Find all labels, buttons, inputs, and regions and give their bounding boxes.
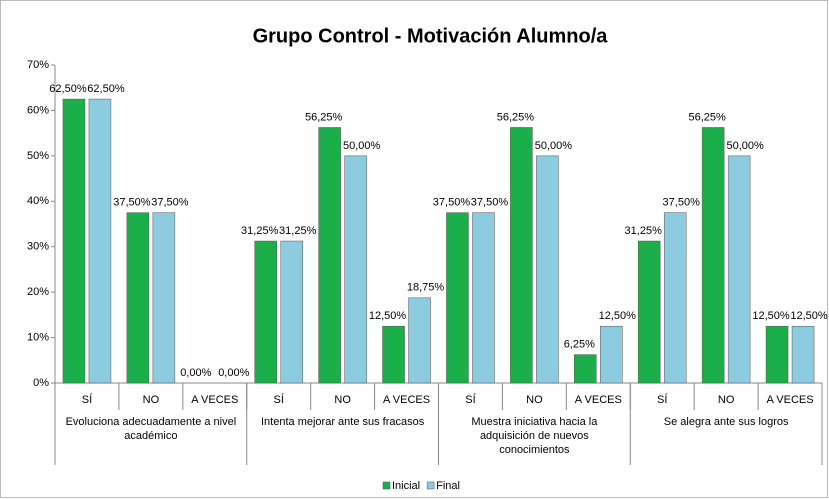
data-label: 0,00% (218, 367, 249, 379)
bar (152, 212, 176, 384)
data-label: 18,75% (407, 282, 445, 294)
y-tick-label: 30% (27, 241, 49, 253)
bar (472, 212, 495, 384)
bar (765, 325, 789, 384)
bar (701, 127, 725, 384)
y-tick-label: 0% (33, 377, 49, 389)
group-label: Intenta mejorar ante sus fracasos (261, 416, 425, 428)
bar (254, 240, 277, 384)
data-label: 50,00% (343, 140, 381, 152)
data-label: 12,50% (790, 310, 828, 322)
legend-swatch (426, 481, 435, 490)
x-tick-label: NO (334, 394, 351, 406)
bar (727, 155, 751, 384)
bar (62, 98, 86, 384)
x-tick-label: A VECES (191, 394, 238, 406)
legend-label: Inicial (392, 480, 420, 492)
x-tick-label: SÍ (274, 393, 285, 406)
data-label: 37,50% (663, 197, 701, 209)
group-label: Evoluciona adecuadamente a nivel académi… (65, 416, 237, 442)
bar (600, 325, 623, 384)
data-label: 50,00% (726, 140, 764, 152)
data-label: 37,50% (113, 197, 151, 209)
bar (536, 155, 559, 384)
x-tick-label: NO (143, 394, 160, 406)
x-tick-label: NO (718, 394, 735, 406)
group-label: Se alegra ante sus logros (663, 416, 789, 428)
chart-title: Grupo Control - Motivación Alumno/a (253, 25, 609, 47)
data-label: 37,50% (471, 197, 509, 209)
bar (88, 98, 112, 384)
y-tick-label: 70% (27, 59, 49, 71)
group-label: Muestra iniciativa hacia la adquisición … (471, 416, 598, 456)
data-label: 62,50% (87, 83, 125, 95)
legend-label: Final (436, 480, 460, 492)
bar (344, 155, 367, 384)
data-label: 50,00% (535, 140, 573, 152)
bar (318, 127, 341, 384)
bar (510, 127, 533, 384)
data-label: 31,25% (625, 225, 663, 237)
data-label: 31,25% (241, 225, 279, 237)
y-tick-label: 40% (27, 195, 49, 207)
y-tick-label: 50% (27, 150, 49, 162)
bar (382, 325, 405, 384)
x-tick-label: NO (526, 394, 543, 406)
bar (126, 212, 150, 384)
bar (446, 212, 469, 384)
data-label: 37,50% (151, 197, 189, 209)
data-label: 0,00% (180, 367, 211, 379)
data-label: 12,50% (752, 310, 790, 322)
x-tick-label: SÍ (82, 393, 93, 406)
data-label: 56,25% (688, 111, 726, 123)
data-label: 6,25% (564, 339, 595, 351)
y-tick-label: 10% (27, 331, 49, 343)
bar (574, 354, 597, 384)
data-label: 12,50% (599, 310, 637, 322)
data-label: 56,25% (497, 111, 535, 123)
x-tick-label: A VECES (575, 394, 622, 406)
data-label: 31,25% (279, 225, 317, 237)
bar (663, 212, 687, 384)
bar (280, 240, 303, 384)
bar (637, 240, 661, 384)
bar (408, 297, 431, 384)
legend-swatch (382, 481, 391, 490)
x-tick-label: A VECES (767, 394, 814, 406)
y-tick-label: 20% (27, 286, 49, 298)
data-label: 62,50% (49, 83, 87, 95)
x-tick-label: SÍ (657, 393, 668, 406)
data-label: 12,50% (369, 310, 407, 322)
data-label: 56,25% (305, 111, 343, 123)
x-tick-label: SÍ (465, 393, 476, 406)
data-label: 37,50% (433, 197, 471, 209)
bar (791, 325, 815, 384)
y-tick-label: 60% (27, 104, 49, 116)
x-tick-label: A VECES (383, 394, 430, 406)
